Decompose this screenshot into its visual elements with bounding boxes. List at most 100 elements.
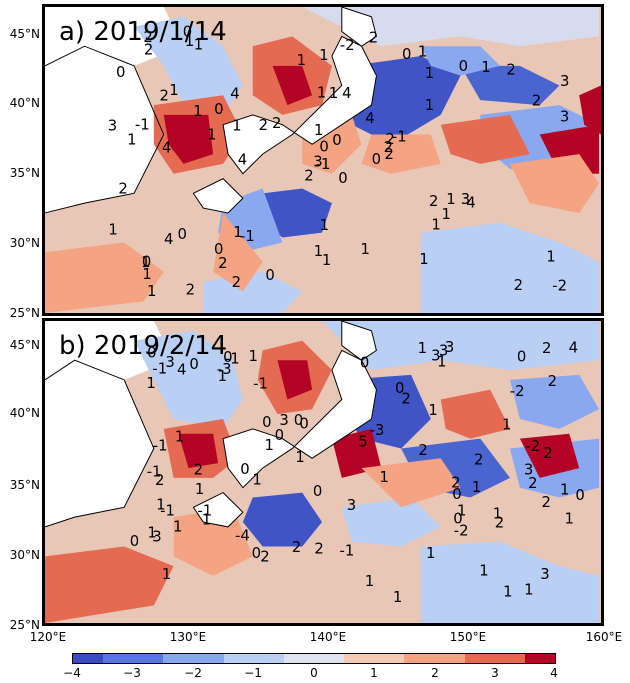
contour-label: 2 xyxy=(474,452,483,469)
contour-label: 4 xyxy=(569,339,578,356)
colorbar-tick: 2 xyxy=(431,666,439,680)
contour-label: 3 xyxy=(445,339,454,356)
contour-label: -1 xyxy=(392,129,407,146)
contour-label: -1 xyxy=(135,117,150,134)
contour-label: -1 xyxy=(147,463,162,480)
lon-label-140: 140°E xyxy=(309,630,347,644)
colorbar-segment xyxy=(314,654,345,663)
colorbar-tick: 3 xyxy=(491,666,499,680)
contour-label: 2 xyxy=(194,461,203,478)
lon-label-130: 130°E xyxy=(169,630,207,644)
contour-label: -1 xyxy=(316,156,331,173)
colorbar-segment xyxy=(103,654,134,663)
contour-label: 2 xyxy=(159,87,168,104)
contour-label: -2 xyxy=(510,383,525,400)
contour-label: -3 xyxy=(217,361,232,378)
lon-label-150: 150°E xyxy=(449,630,487,644)
panel-b-title: b) 2019/2/14 xyxy=(59,331,228,361)
contour-label: 0 xyxy=(517,349,526,366)
contour-label: 1 xyxy=(162,566,171,583)
contour-label: 0 xyxy=(214,241,223,258)
contour-label: 1 xyxy=(127,131,136,148)
panel-a-title: a) 2019/1/14 xyxy=(59,17,227,47)
contour-label: 1 xyxy=(195,481,204,498)
contour-label: 0 xyxy=(395,380,404,397)
contour-label: 1 xyxy=(320,217,329,234)
contour-label: 1 xyxy=(173,518,182,535)
contour-label: 1 xyxy=(314,122,323,139)
contour-label: 1 xyxy=(524,581,533,598)
contour-label: 0 xyxy=(142,254,151,271)
contour-label: 4 xyxy=(466,194,475,211)
colorbar-segment xyxy=(374,654,405,663)
contour-label: 0 xyxy=(147,345,156,362)
contour-label: 2 xyxy=(304,168,313,185)
contour-label: 0 xyxy=(130,533,139,550)
colorbar-segment xyxy=(163,654,194,663)
contour-label: 2 xyxy=(506,62,515,79)
contour-label: 1 xyxy=(365,573,374,590)
contour-label: -1 xyxy=(340,543,355,560)
contour-label: 3 xyxy=(461,191,470,208)
contour-label: 2 xyxy=(292,539,301,556)
contour-label: 1 xyxy=(418,340,427,357)
contour-label: 1 xyxy=(546,249,555,266)
contour-label: 2 xyxy=(272,115,281,132)
contour-label: 4 xyxy=(162,140,171,157)
contour-label: -4 xyxy=(235,527,250,544)
land-region xyxy=(45,46,164,213)
contour-label: 3 xyxy=(152,528,161,545)
contour-label: 3 xyxy=(165,354,174,371)
contour-label: 1 xyxy=(493,505,502,522)
contour-label: 4 xyxy=(230,85,239,102)
contour-label: 2 xyxy=(429,193,438,210)
contour-label: 1 xyxy=(481,59,490,76)
lat-label-b-35: 35°N xyxy=(9,478,40,492)
contour-label: -1 xyxy=(153,438,168,455)
contour-label: 1 xyxy=(329,85,338,102)
contour-label: -2 xyxy=(340,37,355,54)
contour-label: 1 xyxy=(437,354,446,371)
contour-label: 2 xyxy=(314,540,323,557)
contour-label: -2 xyxy=(525,438,540,455)
contour-label: 1 xyxy=(379,469,388,486)
contour-label: 4 xyxy=(164,231,173,248)
contour-label: 2 xyxy=(385,146,394,163)
contour-label: 1 xyxy=(457,503,466,520)
contour-label: 0 xyxy=(453,511,462,528)
contour-label: 2 xyxy=(369,30,378,47)
contour-label: 2 xyxy=(218,255,227,272)
colorbar-segment xyxy=(133,654,164,663)
colorbar-segment xyxy=(73,654,104,663)
contour-label: 4 xyxy=(238,151,247,168)
contour-label: 2 xyxy=(384,139,393,156)
contour-label: 0 xyxy=(319,139,328,156)
colorbar-tick: 1 xyxy=(370,666,378,680)
contour-label: 4 xyxy=(365,110,374,127)
lat-label-a-45: 45°N xyxy=(9,27,40,41)
colorbar-segment xyxy=(464,654,495,663)
contour-label: -2 xyxy=(454,523,469,540)
contour-label: 1 xyxy=(479,563,488,580)
contour-label: -2 xyxy=(552,277,567,294)
contour-label: 3 xyxy=(439,342,448,359)
colorbar-tick: −2 xyxy=(184,666,202,680)
contour-label: -1 xyxy=(188,37,203,54)
contour-label: 2 xyxy=(260,549,269,566)
contour-label: 3 xyxy=(540,566,549,583)
contour-label: 1 xyxy=(249,348,258,365)
contour-label: 4 xyxy=(177,362,186,379)
contour-label: 0 xyxy=(299,416,308,433)
contour-label: 1 xyxy=(218,368,227,385)
contour-label: 1 xyxy=(233,224,242,241)
contour-label: 2 xyxy=(528,475,537,492)
contour-label: 1 xyxy=(147,283,156,300)
contour-label: 1 xyxy=(431,216,440,233)
colorbar-tick: 0 xyxy=(310,666,318,680)
panel-b-field: 021-10131011-1-1322310140121-31212110132… xyxy=(45,321,601,623)
lat-label-a-30: 30°N xyxy=(9,236,40,250)
colorbar-segment xyxy=(404,654,435,663)
contour-label: 0 xyxy=(189,356,198,373)
contour-label: 2 xyxy=(532,93,541,110)
contour-label: 2 xyxy=(118,181,127,198)
